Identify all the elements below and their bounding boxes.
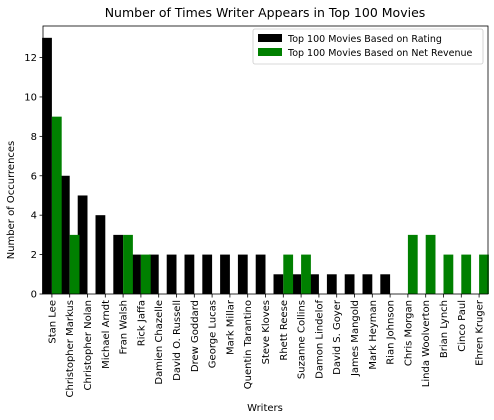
legend-label-revenue: Top 100 Movies Based on Net Revenue: [287, 48, 473, 59]
bar-rating-13: [273, 274, 284, 294]
bar-rating-14: [291, 274, 302, 294]
bar-revenue-0: [51, 116, 62, 295]
bar-revenue-22: [443, 254, 454, 294]
bar-rating-19: [380, 274, 391, 294]
y-tick-label: 6: [31, 171, 37, 182]
bar-rating-8: [184, 254, 195, 294]
y-tick-label: 0: [31, 290, 37, 301]
bar-rating-16: [326, 274, 337, 294]
x-tick-label: Mark Heyman: [368, 300, 379, 370]
bar-rating-15: [309, 274, 319, 294]
x-tick-label: Christopher Nolan: [83, 300, 94, 390]
x-tick-label: Steve Kloves: [261, 300, 272, 364]
plot-frame: [42, 25, 489, 295]
x-tick-label: Ehren Kruger: [475, 299, 486, 366]
x-tick-label: David S. Goyer: [332, 299, 343, 375]
bar-rating-9: [202, 254, 213, 294]
bar-rating-11: [237, 254, 248, 294]
bar-revenue-5: [140, 254, 151, 294]
chart-title: Number of Times Writer Appears in Top 10…: [105, 5, 426, 20]
bar-rating-7: [166, 254, 177, 294]
y-tick-label: 12: [24, 53, 37, 64]
bar-rating-12: [255, 254, 266, 294]
bar-rating-6: [148, 254, 159, 294]
y-tick-label: 8: [31, 132, 37, 143]
bar-rating-4: [113, 234, 124, 294]
bar-rating-5: [131, 254, 141, 294]
bar-revenue-14: [301, 254, 311, 294]
bar-revenue-23: [461, 254, 472, 294]
x-tick-label: David O. Russell: [172, 300, 183, 381]
bar-revenue-21: [425, 234, 436, 294]
x-axis-label: Writers: [247, 403, 283, 414]
x-tick-label: James Mangold: [350, 300, 361, 377]
x-tick-label: Michael Arndt: [101, 300, 112, 369]
legend-swatch-rating: [258, 34, 282, 42]
bar-rating-17: [344, 274, 355, 294]
bar-revenue-1: [69, 234, 80, 294]
x-tick-label: Brian Lynch: [439, 300, 450, 358]
x-tick-label: Damon Lindelof: [314, 300, 325, 379]
bar-revenue-24: [479, 254, 489, 294]
y-tick-label: 10: [24, 92, 37, 103]
legend-swatch-revenue: [258, 48, 282, 56]
bar-rating-1: [59, 175, 70, 294]
bar-revenue-13: [283, 254, 294, 294]
x-tick-label: Chris Morgan: [403, 300, 414, 366]
x-tick-label: Suzanne Collins: [297, 300, 308, 379]
x-tick-label: Rhett Reese: [279, 300, 290, 361]
y-axis-ticks: 0 2 4 6 8 10 12: [24, 53, 43, 301]
bar-rating-18: [362, 274, 373, 294]
x-tick-label: George Lucas: [208, 300, 219, 368]
x-tick-label: Christopher Markus: [65, 300, 76, 398]
x-tick-label: Cinco Paul: [457, 300, 468, 352]
x-tick-label: Stan Lee: [47, 300, 58, 344]
y-tick-label: 4: [31, 211, 37, 222]
y-tick-label: 2: [31, 250, 37, 261]
bar-rating-10: [220, 254, 230, 294]
bar-rating-2: [77, 195, 88, 294]
bar-rating-3: [95, 215, 106, 294]
x-tick-label: Mark Millar: [225, 299, 236, 355]
x-axis-ticks: Stan Lee Christopher Markus Christopher No…: [47, 294, 486, 398]
x-tick-label: Drew Goddard: [190, 300, 201, 372]
legend: Top 100 Movies Based on Rating Top 100 Mo…: [252, 28, 484, 65]
x-tick-label: Fran Walsh: [119, 300, 130, 354]
bars-group: [42, 37, 489, 295]
legend-box: [252, 28, 484, 65]
x-tick-label: Rian Johnson: [386, 300, 397, 365]
bar-revenue-20: [407, 234, 418, 294]
legend-label-rating: Top 100 Movies Based on Rating: [287, 34, 442, 45]
bar-revenue-4: [123, 234, 133, 294]
bar-rating-0: [42, 37, 52, 294]
x-tick-label: Damien Chazelle: [154, 300, 165, 385]
y-axis-label: Number of Occurrences: [6, 141, 17, 260]
x-tick-label: Linda Woolverton: [421, 300, 432, 387]
x-tick-label: Quentin Tarantino: [243, 300, 254, 389]
x-tick-label: Rick Jaffa: [136, 300, 147, 346]
